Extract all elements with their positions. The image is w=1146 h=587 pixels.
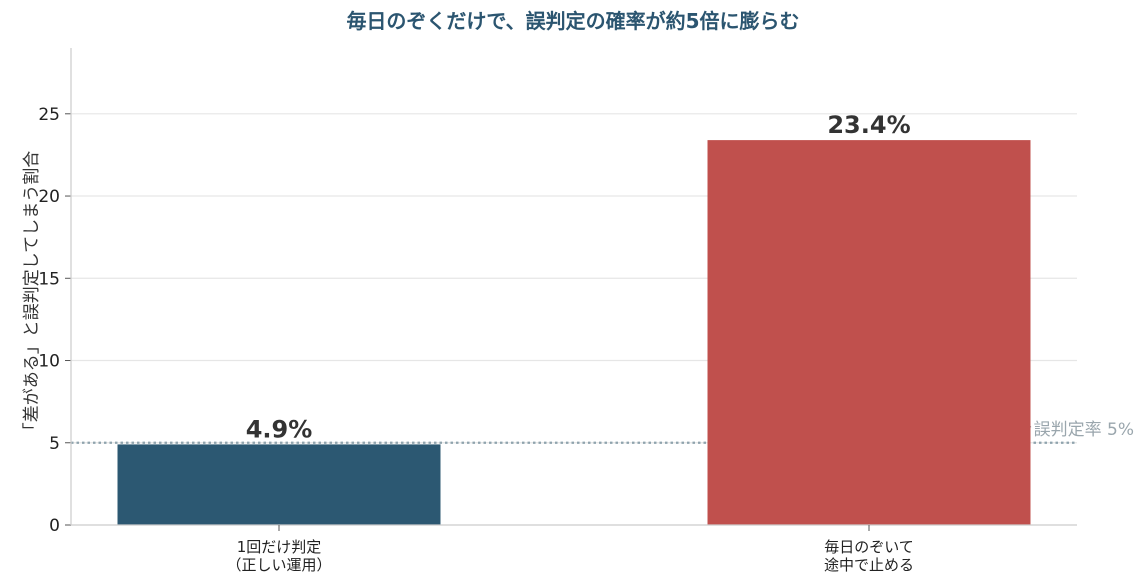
- chart-title: 毎日のぞくだけで、誤判定の確率が約5倍に膨らむ: [346, 9, 799, 33]
- y-tick-label: 5: [49, 434, 60, 454]
- y-axis-label: 「差がある」と誤判定してしまう割合: [22, 151, 42, 440]
- y-tick-label: 10: [38, 352, 60, 372]
- bar: [117, 444, 441, 525]
- data-label: 23.4%: [827, 111, 910, 139]
- y-tick-label: 0: [49, 516, 60, 536]
- y-tick-label: 25: [38, 105, 60, 125]
- data-label: 4.9%: [246, 415, 313, 443]
- bar: [707, 140, 1031, 525]
- y-tick-label: 20: [38, 187, 60, 207]
- x-tick-label: 毎日のぞいて: [824, 538, 914, 556]
- y-tick-label: 15: [38, 269, 60, 289]
- x-tick-label: 途中で止める: [824, 556, 914, 574]
- x-tick-label: （正しい運用）: [226, 556, 331, 574]
- bars: 4.9% 23.4%: [117, 111, 1031, 525]
- x-tick-label: 1回だけ判定: [237, 538, 322, 556]
